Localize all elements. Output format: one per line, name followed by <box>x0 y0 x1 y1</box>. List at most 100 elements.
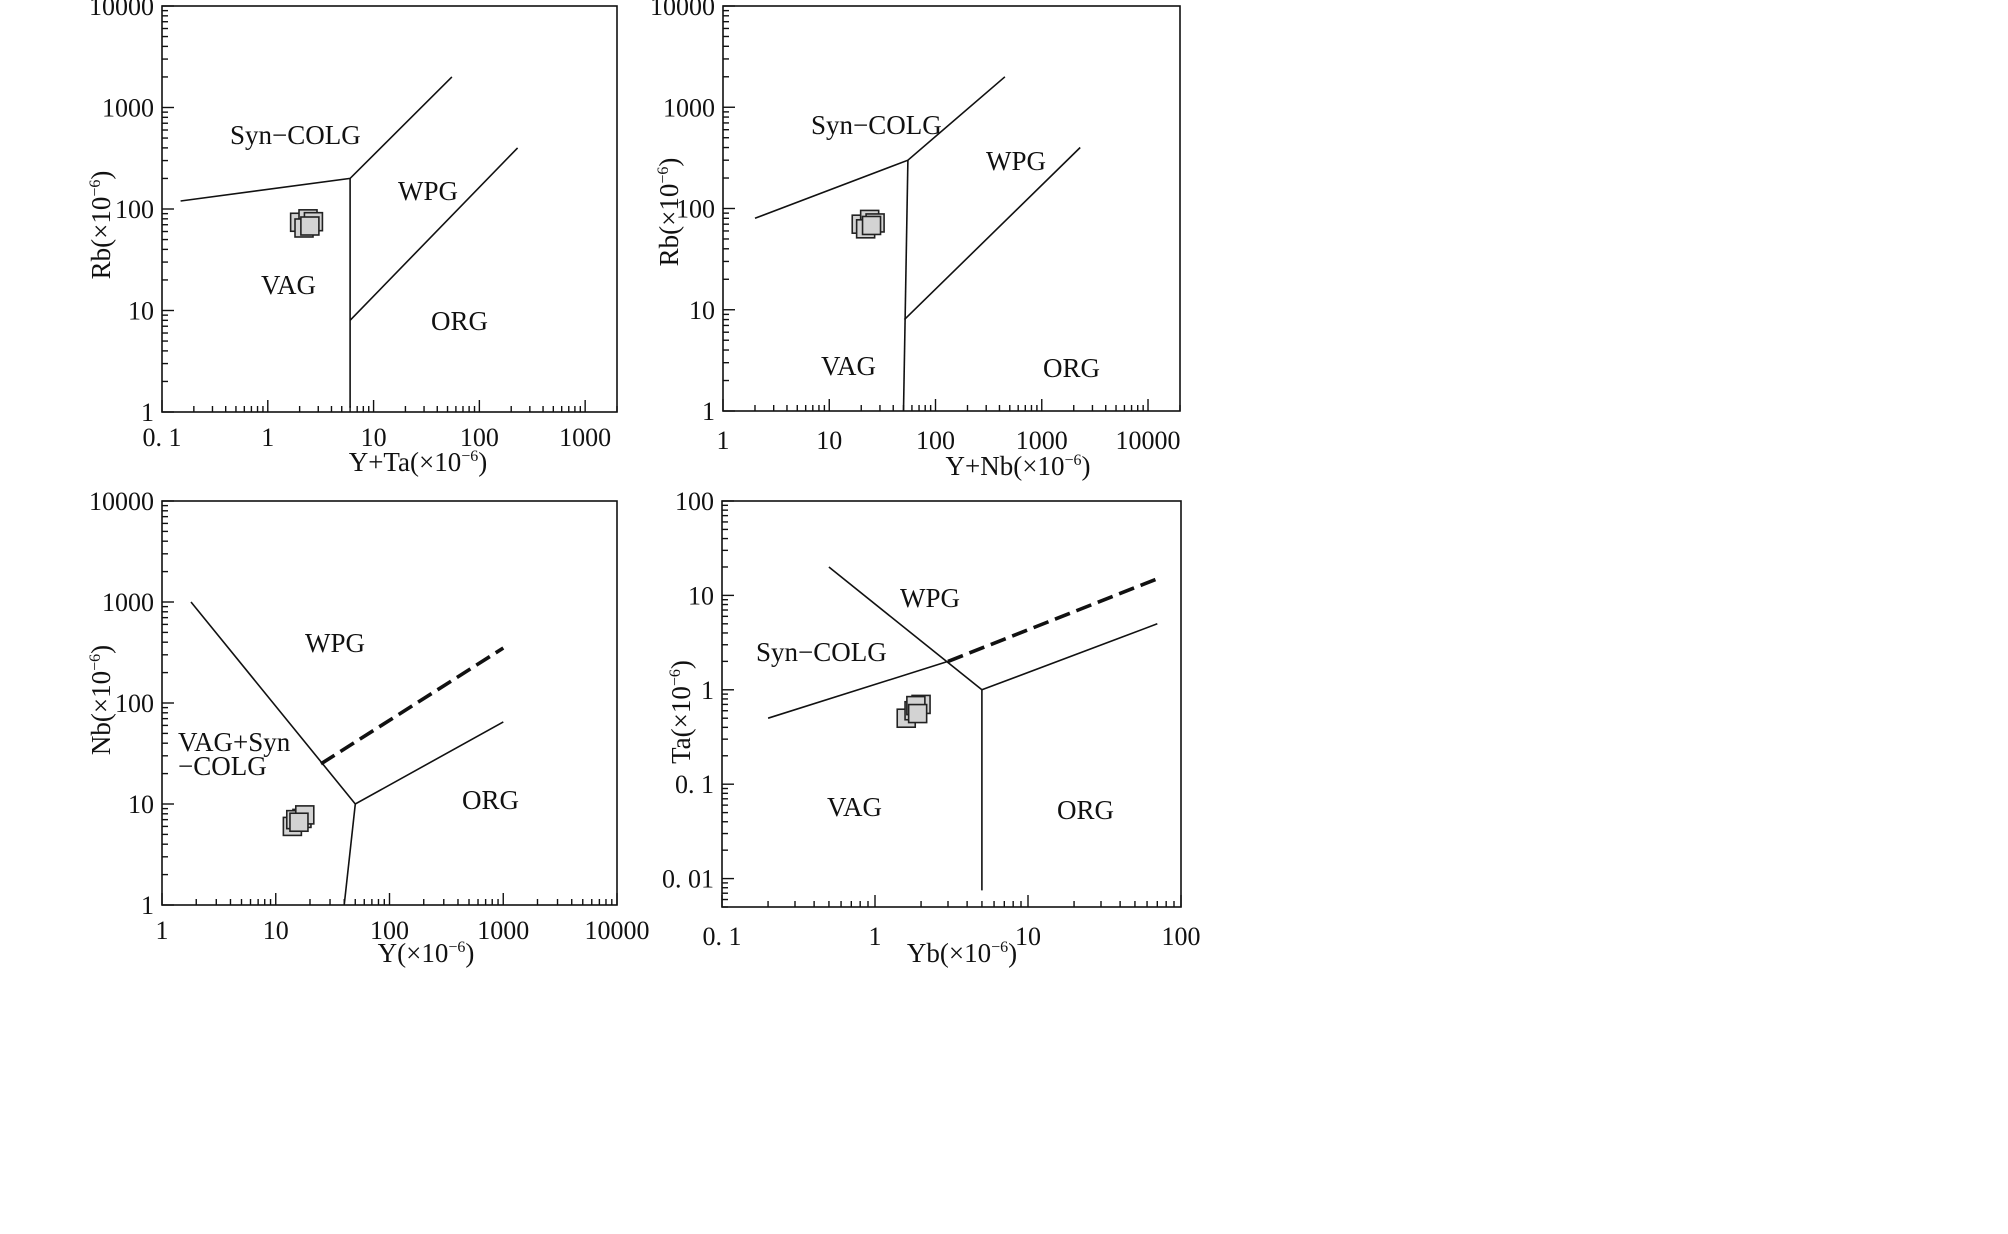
y-axis-label: Rb(×10−6) <box>86 171 116 280</box>
x-tick-label: 1 <box>261 423 274 452</box>
x-tick-label: 10000 <box>585 916 650 945</box>
y-axis-ticks: 1 10 100 1000 10000 <box>650 0 735 426</box>
field-label-wpg: WPG <box>900 583 960 613</box>
sample-marker <box>289 812 309 833</box>
boundary-lines <box>767 566 1158 891</box>
y-tick-label: 100 <box>675 487 714 516</box>
x-tick-label: 1 <box>156 916 169 945</box>
x-tick-label: 1 <box>869 922 882 951</box>
boundary-lines <box>190 601 505 906</box>
boundary-lines <box>180 76 519 408</box>
x-axis-label: Yb(×10−6) <box>907 938 1017 968</box>
field-label-syn-colg: Syn−COLG <box>811 110 942 140</box>
plot-frame <box>161 5 618 413</box>
x-axis-ticks: 0. 1 1 10 100 <box>703 895 1201 951</box>
sample-points <box>289 209 324 238</box>
y-tick-label: 0. 01 <box>662 865 714 894</box>
x-axis-ticks: 1 10 100 1000 10000 <box>156 893 650 945</box>
x-tick-label: 10 <box>361 423 387 452</box>
dashed-boundary-line <box>320 646 505 766</box>
field-label-org: ORG <box>1043 353 1100 383</box>
y-axis-ticks: 1 10 100 1000 10000 <box>89 0 174 427</box>
boundary-line <box>754 76 1006 220</box>
plot-frame <box>721 500 1182 908</box>
y-tick-label: 1000 <box>102 94 154 123</box>
y-tick-label: 10 <box>689 296 715 325</box>
field-label-wpg: WPG <box>986 146 1046 176</box>
x-tick-label: 100 <box>370 916 409 945</box>
sample-points <box>851 209 885 239</box>
x-tick-label: 0. 1 <box>703 922 742 951</box>
boundary-line <box>767 660 949 719</box>
field-label-colg: −COLG <box>178 751 267 781</box>
panel-nb-vs-y: 1 10 100 1000 10000 1 10 100 1000 10000 WPG VAG+… <box>86 487 650 968</box>
sample-marker <box>861 215 882 236</box>
x-tick-label: 100 <box>460 423 499 452</box>
sample-marker <box>300 216 320 236</box>
field-label-vag-syn: VAG+Syn <box>178 727 291 757</box>
boundary-line <box>828 566 983 691</box>
y-tick-label: 10 <box>688 581 714 610</box>
y-axis-ticks: 1 10 100 1000 10000 <box>89 487 174 920</box>
field-label-syn-colg: Syn−COLG <box>756 637 887 667</box>
dashed-boundary-line <box>947 577 1158 664</box>
boundary-line <box>902 160 909 412</box>
field-label-vag: VAG <box>827 792 882 822</box>
boundary-line <box>981 623 1158 691</box>
boundary-line <box>349 147 519 321</box>
y-tick-label: 1000 <box>102 588 154 617</box>
y-tick-label: 100 <box>115 195 154 224</box>
boundary-lines <box>754 76 1081 412</box>
y-tick-label: 0. 1 <box>675 770 714 799</box>
y-tick-label: 1000 <box>663 93 715 122</box>
y-axis-label: Rb(×10−6) <box>654 158 684 267</box>
x-tick-label: 1000 <box>477 916 529 945</box>
y-axis-ticks: 0. 01 0. 1 1 10 100 <box>662 487 734 908</box>
y-tick-label: 1 <box>141 398 154 427</box>
x-tick-label: 0. 1 <box>143 423 182 452</box>
y-axis-label: Nb(×10−6) <box>86 645 116 755</box>
y-tick-label: 1 <box>701 676 714 705</box>
sample-points <box>896 694 931 729</box>
plot-frame <box>722 5 1181 412</box>
field-label-org: ORG <box>1057 795 1114 825</box>
field-label-syn-colg: Syn−COLG <box>230 120 361 150</box>
sample-marker <box>907 703 928 724</box>
plot-frame <box>161 500 618 906</box>
field-label-wpg: WPG <box>398 176 458 206</box>
y-tick-label: 10000 <box>89 0 154 21</box>
x-axis-label: Y+Ta(×10−6) <box>349 447 488 477</box>
panel-rb-vs-y-nb: 1 10 100 1000 10000 1 10 100 1000 10000 Syn−COLG… <box>650 0 1181 481</box>
y-tick-label: 10000 <box>89 487 154 516</box>
y-tick-label: 10 <box>128 790 154 819</box>
y-tick-label: 10 <box>128 297 154 326</box>
y-tick-label: 100 <box>676 195 715 224</box>
x-tick-label: 1000 <box>559 423 611 452</box>
x-axis-label: Y(×10−6) <box>378 938 475 968</box>
x-tick-label: 1000 <box>1016 426 1068 455</box>
y-tick-label: 100 <box>115 689 154 718</box>
boundary-line <box>343 803 357 906</box>
x-tick-label: 10000 <box>1116 426 1181 455</box>
x-axis-ticks: 1 10 100 1000 10000 <box>717 399 1181 455</box>
field-label-wpg: WPG <box>305 628 365 658</box>
y-tick-label: 10000 <box>650 0 715 21</box>
x-tick-label: 1 <box>717 426 730 455</box>
x-tick-label: 10 <box>816 426 842 455</box>
x-tick-label: 100 <box>916 426 955 455</box>
y-tick-label: 1 <box>702 397 715 426</box>
field-label-vag: VAG <box>821 351 876 381</box>
x-tick-label: 10 <box>1015 922 1041 951</box>
x-axis-ticks: 0. 1 1 10 100 1000 <box>143 400 618 452</box>
field-label-org: ORG <box>462 785 519 815</box>
field-label-org: ORG <box>431 306 488 336</box>
y-tick-label: 1 <box>141 891 154 920</box>
y-axis-label: Ta(×10−6) <box>666 660 696 764</box>
x-axis-label: Y+Nb(×10−6) <box>946 451 1091 481</box>
boundary-line <box>903 146 1081 321</box>
x-tick-label: 100 <box>1162 922 1201 951</box>
x-tick-label: 10 <box>263 916 289 945</box>
